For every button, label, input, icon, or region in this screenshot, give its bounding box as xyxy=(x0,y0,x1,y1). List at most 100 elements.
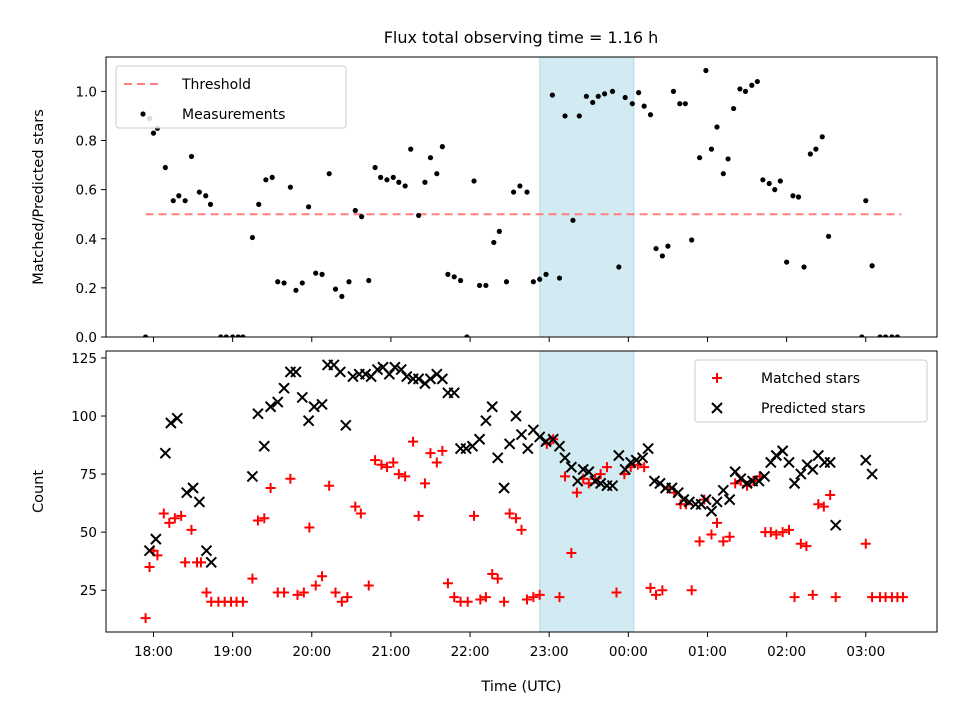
data-point xyxy=(537,276,543,282)
data-point xyxy=(609,88,616,94)
data-point xyxy=(427,155,434,161)
data-point xyxy=(340,419,352,432)
data-point xyxy=(789,592,800,603)
data-point xyxy=(570,217,576,223)
y-axis-label: Matched/Predicted stars xyxy=(31,109,47,285)
data-point xyxy=(645,582,656,593)
shaded-window xyxy=(539,57,635,337)
data-point xyxy=(601,462,612,473)
data-point xyxy=(203,193,209,199)
data-point xyxy=(442,578,453,589)
data-point xyxy=(705,505,718,517)
data-point xyxy=(714,124,720,130)
data-point xyxy=(449,592,460,603)
data-point xyxy=(559,452,571,464)
data-point xyxy=(549,92,555,98)
y-tick-label: 0.4 xyxy=(76,232,97,248)
data-point xyxy=(330,587,341,598)
data-point xyxy=(825,233,832,239)
data-point xyxy=(336,596,347,607)
data-point xyxy=(583,466,595,478)
data-point xyxy=(350,501,361,512)
data-point xyxy=(140,613,151,624)
data-point xyxy=(158,508,169,519)
data-point xyxy=(611,587,622,598)
data-point xyxy=(400,471,411,482)
count-panel: 25 50 75 100 125 18:00 19:00 20:00 21:00 22:00 23:… xyxy=(31,350,938,695)
data-point xyxy=(510,189,517,195)
data-point xyxy=(657,585,668,596)
data-point xyxy=(230,334,236,337)
data-point xyxy=(180,557,191,568)
data-point xyxy=(653,245,659,252)
data-point xyxy=(396,179,402,185)
data-point xyxy=(613,449,625,462)
data-point xyxy=(304,522,315,533)
data-point xyxy=(670,88,677,94)
data-point xyxy=(510,513,521,524)
data-point xyxy=(324,480,335,491)
data-point xyxy=(772,187,778,193)
data-point xyxy=(201,587,212,598)
data-point xyxy=(737,86,743,92)
data-point xyxy=(181,486,193,499)
data-point xyxy=(790,193,796,199)
data-point xyxy=(425,448,436,459)
data-point xyxy=(777,178,783,184)
data-point xyxy=(445,271,451,277)
data-point xyxy=(595,93,601,99)
data-point xyxy=(162,164,168,171)
data-point xyxy=(383,368,396,380)
data-point xyxy=(296,391,308,404)
data-point xyxy=(457,277,464,284)
data-point xyxy=(171,412,183,425)
data-point xyxy=(462,596,473,607)
data-point xyxy=(342,592,353,603)
data-point xyxy=(395,363,407,376)
data-point xyxy=(894,334,901,337)
data-point xyxy=(630,454,642,466)
data-point xyxy=(278,382,290,394)
data-point xyxy=(560,471,571,482)
data-point xyxy=(310,580,321,591)
data-point xyxy=(801,264,807,270)
data-point xyxy=(150,533,162,545)
data-point xyxy=(402,183,408,189)
data-point xyxy=(503,279,510,285)
legend-matched-handle xyxy=(712,373,722,383)
data-point xyxy=(193,496,206,508)
data-point xyxy=(807,151,813,157)
data-point xyxy=(807,463,819,476)
data-point xyxy=(742,88,749,94)
data-point xyxy=(246,470,259,483)
data-point xyxy=(346,279,352,285)
data-point xyxy=(813,146,819,152)
data-point xyxy=(619,463,631,476)
data-point xyxy=(825,489,836,500)
data-point xyxy=(869,263,875,269)
data-point xyxy=(196,189,202,195)
data-point xyxy=(376,459,387,470)
data-point xyxy=(389,361,401,373)
data-point xyxy=(223,334,229,337)
data-point xyxy=(571,487,582,498)
x-tick-label: 23:00 xyxy=(530,644,569,660)
count-axes-frame xyxy=(105,350,938,633)
data-point xyxy=(576,113,582,119)
data-point xyxy=(293,287,299,293)
data-point xyxy=(686,585,697,596)
data-point xyxy=(182,198,188,204)
legend-label: Measurements xyxy=(182,107,285,123)
data-point xyxy=(824,456,836,469)
data-point xyxy=(471,178,477,184)
data-point xyxy=(860,538,871,549)
data-point xyxy=(464,334,470,337)
data-point xyxy=(706,529,717,540)
data-point xyxy=(760,177,766,183)
legend-label: Matched stars xyxy=(761,371,860,387)
ratio-axes-frame xyxy=(105,56,938,338)
data-point xyxy=(540,435,552,448)
data-point xyxy=(431,457,442,468)
data-point xyxy=(723,493,736,506)
matched-stars-series xyxy=(140,434,908,624)
